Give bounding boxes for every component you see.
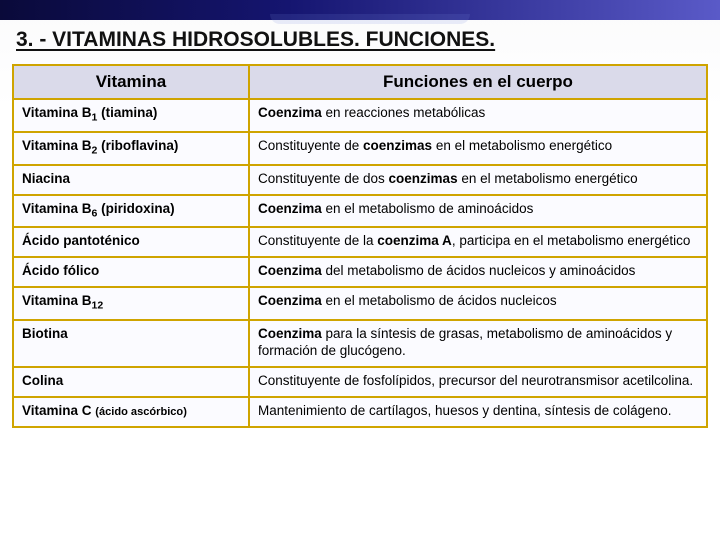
vitamin-small: (ácido ascórbico) [95,406,187,418]
vitamin-cell: Vitamina B6 (piridoxina) [13,195,249,228]
function-bold: Coenzima [258,263,322,278]
function-cell: Coenzima en reacciones metabólicas [249,99,707,132]
vitamin-name: Colina [22,373,63,388]
table-row: Vitamina C (ácido ascórbico) Mantenimient… [13,397,707,427]
table-row: Biotina Coenzima para la síntesis de gras… [13,320,707,367]
function-cell: Constituyente de fosfolípidos, precursor… [249,367,707,397]
function-text: en el metabolismo de aminoácidos [322,201,534,216]
vitamin-cell: Ácido fólico [13,257,249,287]
vitamin-suffix: (piridoxina) [97,201,174,216]
function-text: en el metabolismo energético [432,138,612,153]
vitamin-name: Biotina [22,326,68,341]
vitamins-table: Vitamina Funciones en el cuerpo Vitamina… [12,64,708,428]
top-banner [0,0,720,20]
function-bold: Coenzima [258,201,322,216]
function-cell: Constituyente de dos coenzimas en el met… [249,165,707,195]
function-bold: coenzimas [363,138,432,153]
vitamin-cell: Niacina [13,165,249,195]
table-row: Ácido pantoténico Constituyente de la coe… [13,227,707,257]
function-bold: Coenzima [258,105,322,120]
vitamin-name: Ácido fólico [22,263,99,278]
function-text: en reacciones metabólicas [322,105,486,120]
function-text: Constituyente de fosfolípidos, precursor… [258,373,693,388]
vitamin-cell: Colina [13,367,249,397]
vitamin-name: Niacina [22,171,70,186]
function-bold: Coenzima [258,293,322,308]
vitamin-suffix: (tiamina) [97,105,157,120]
table-row: Vitamina B1 (tiamina)Coenzima en reaccio… [13,99,707,132]
function-cell: Mantenimiento de cartílagos, huesos y de… [249,397,707,427]
function-bold: coenzimas [389,171,458,186]
function-cell: Coenzima para la síntesis de grasas, met… [249,320,707,367]
table-row: Ácido fólico Coenzima del metabolismo de … [13,257,707,287]
function-cell: Coenzima en el metabolismo de ácidos nuc… [249,287,707,320]
page-title: 3. - VITAMINAS HIDROSOLUBLES. FUNCIONES. [16,28,704,52]
col-header-vitamin: Vitamina [13,65,249,99]
function-cell: Coenzima del metabolismo de ácidos nucle… [249,257,707,287]
function-bold: coenzima A [377,233,452,248]
vitamin-name: Vitamina B [22,105,92,120]
table-row: Colina Constituyente de fosfolípidos, pre… [13,367,707,397]
function-text: Mantenimiento de cartílagos, huesos y de… [258,403,672,418]
function-text: , participa en el metabolismo energético [452,233,691,248]
function-cell: Constituyente de coenzimas en el metabol… [249,132,707,165]
vitamin-cell: Vitamina B2 (riboflavina) [13,132,249,165]
table-row: Vitamina B2 (riboflavina)Constituyente d… [13,132,707,165]
vitamin-name: Vitamina C [22,403,95,418]
function-bold: Coenzima [258,326,322,341]
function-text: en el metabolismo de ácidos nucleicos [322,293,557,308]
vitamin-cell: Vitamina B1 (tiamina) [13,99,249,132]
function-cell: Constituyente de la coenzima A, particip… [249,227,707,257]
vitamin-cell: Vitamina C (ácido ascórbico) [13,397,249,427]
vitamin-subscript: 12 [92,300,104,312]
function-text: Constituyente de la [258,233,377,248]
function-cell: Coenzima en el metabolismo de aminoácido… [249,195,707,228]
table-header-row: Vitamina Funciones en el cuerpo [13,65,707,99]
table-row: Niacina Constituyente de dos coenzimas en… [13,165,707,195]
vitamin-name: Ácido pantoténico [22,233,140,248]
table-row: Vitamina B6 (piridoxina)Coenzima en el m… [13,195,707,228]
vitamin-cell: Ácido pantoténico [13,227,249,257]
vitamin-name: Vitamina B [22,138,92,153]
vitamin-cell: Vitamina B12 [13,287,249,320]
function-text: en el metabolismo energético [458,171,638,186]
vitamin-name: Vitamina B [22,293,92,308]
vitamin-name: Vitamina B [22,201,92,216]
vitamin-suffix: (riboflavina) [97,138,178,153]
function-text: Constituyente de dos [258,171,389,186]
col-header-function: Funciones en el cuerpo [249,65,707,99]
function-text: del metabolismo de ácidos nucleicos y am… [322,263,636,278]
vitamin-cell: Biotina [13,320,249,367]
function-text: Constituyente de [258,138,363,153]
title-wrap: 3. - VITAMINAS HIDROSOLUBLES. FUNCIONES. [0,20,720,56]
table-row: Vitamina B12Coenzima en el metabolismo d… [13,287,707,320]
